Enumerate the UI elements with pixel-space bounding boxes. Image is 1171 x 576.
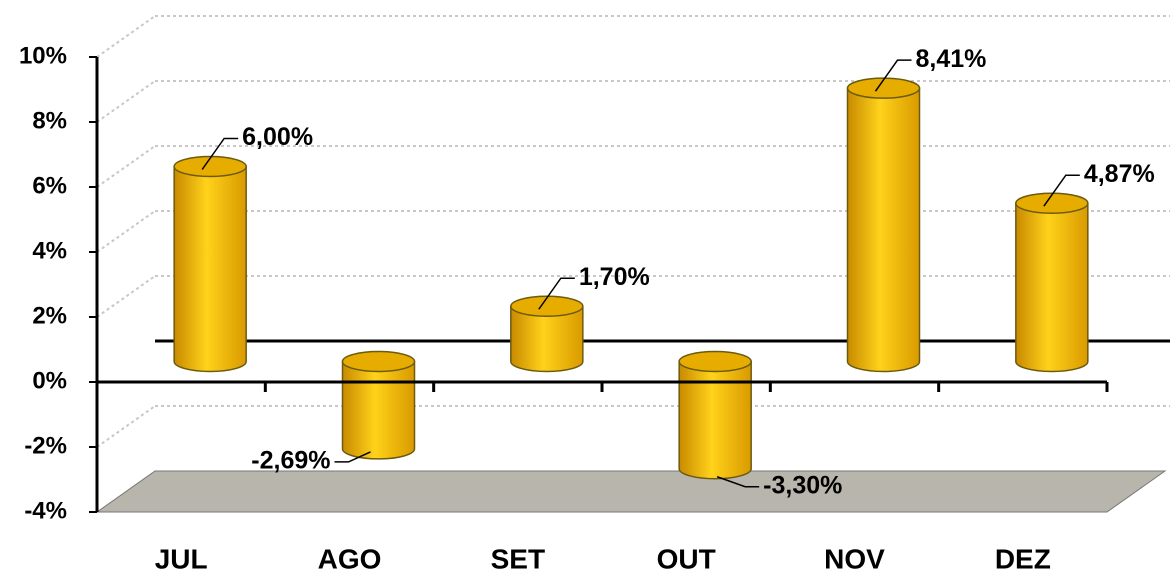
y-tick-label: 8% <box>32 107 67 134</box>
bar <box>510 305 584 373</box>
value-label: 6,00% <box>242 123 313 151</box>
leader-line <box>538 277 575 310</box>
leader-line <box>716 476 760 488</box>
leader-line <box>874 59 912 92</box>
x-tick-label: AGO <box>318 543 382 574</box>
bar-cap <box>510 295 584 317</box>
value-label: 4,87% <box>1084 160 1155 188</box>
bar <box>1015 202 1089 373</box>
value-label: 8,41% <box>916 45 987 73</box>
y-tick-label: -4% <box>24 497 67 524</box>
bar <box>173 165 247 373</box>
leader-line <box>334 451 371 463</box>
bar-cap <box>846 77 921 99</box>
grid-line-side <box>96 145 156 188</box>
bar-cap <box>678 350 752 373</box>
bar-cap <box>173 155 247 178</box>
x-tick-label: NOV <box>824 543 885 574</box>
y-tick-label: 4% <box>32 237 67 264</box>
y-tick-label: 2% <box>32 302 67 329</box>
x-tick-label: OUT <box>657 543 716 574</box>
bar-cap <box>341 350 416 373</box>
bar <box>678 360 752 480</box>
grid-line-side <box>96 275 156 318</box>
y-tick-label: -2% <box>24 432 67 459</box>
bar <box>846 87 921 373</box>
leader-line <box>1043 174 1080 207</box>
bar-cap <box>1015 192 1089 214</box>
x-tick-label: SET <box>491 543 545 574</box>
bar <box>341 360 416 460</box>
leader-line <box>201 137 239 170</box>
y-tick-label: 0% <box>32 367 67 394</box>
y-tick-label: 10% <box>19 42 67 69</box>
grid-line-side <box>96 80 156 123</box>
x-tick-label: JUL <box>155 543 208 574</box>
x-tick-label: DEZ <box>995 543 1051 574</box>
value-label: -2,69% <box>251 447 330 475</box>
y-tick-label: 6% <box>32 172 67 199</box>
grid-line-side <box>96 210 156 253</box>
grid-line-side <box>96 15 156 58</box>
floor <box>95 470 1167 513</box>
value-label: 1,70% <box>579 263 650 291</box>
value-label: -3,30% <box>763 471 842 499</box>
grid-line-side <box>96 405 156 448</box>
